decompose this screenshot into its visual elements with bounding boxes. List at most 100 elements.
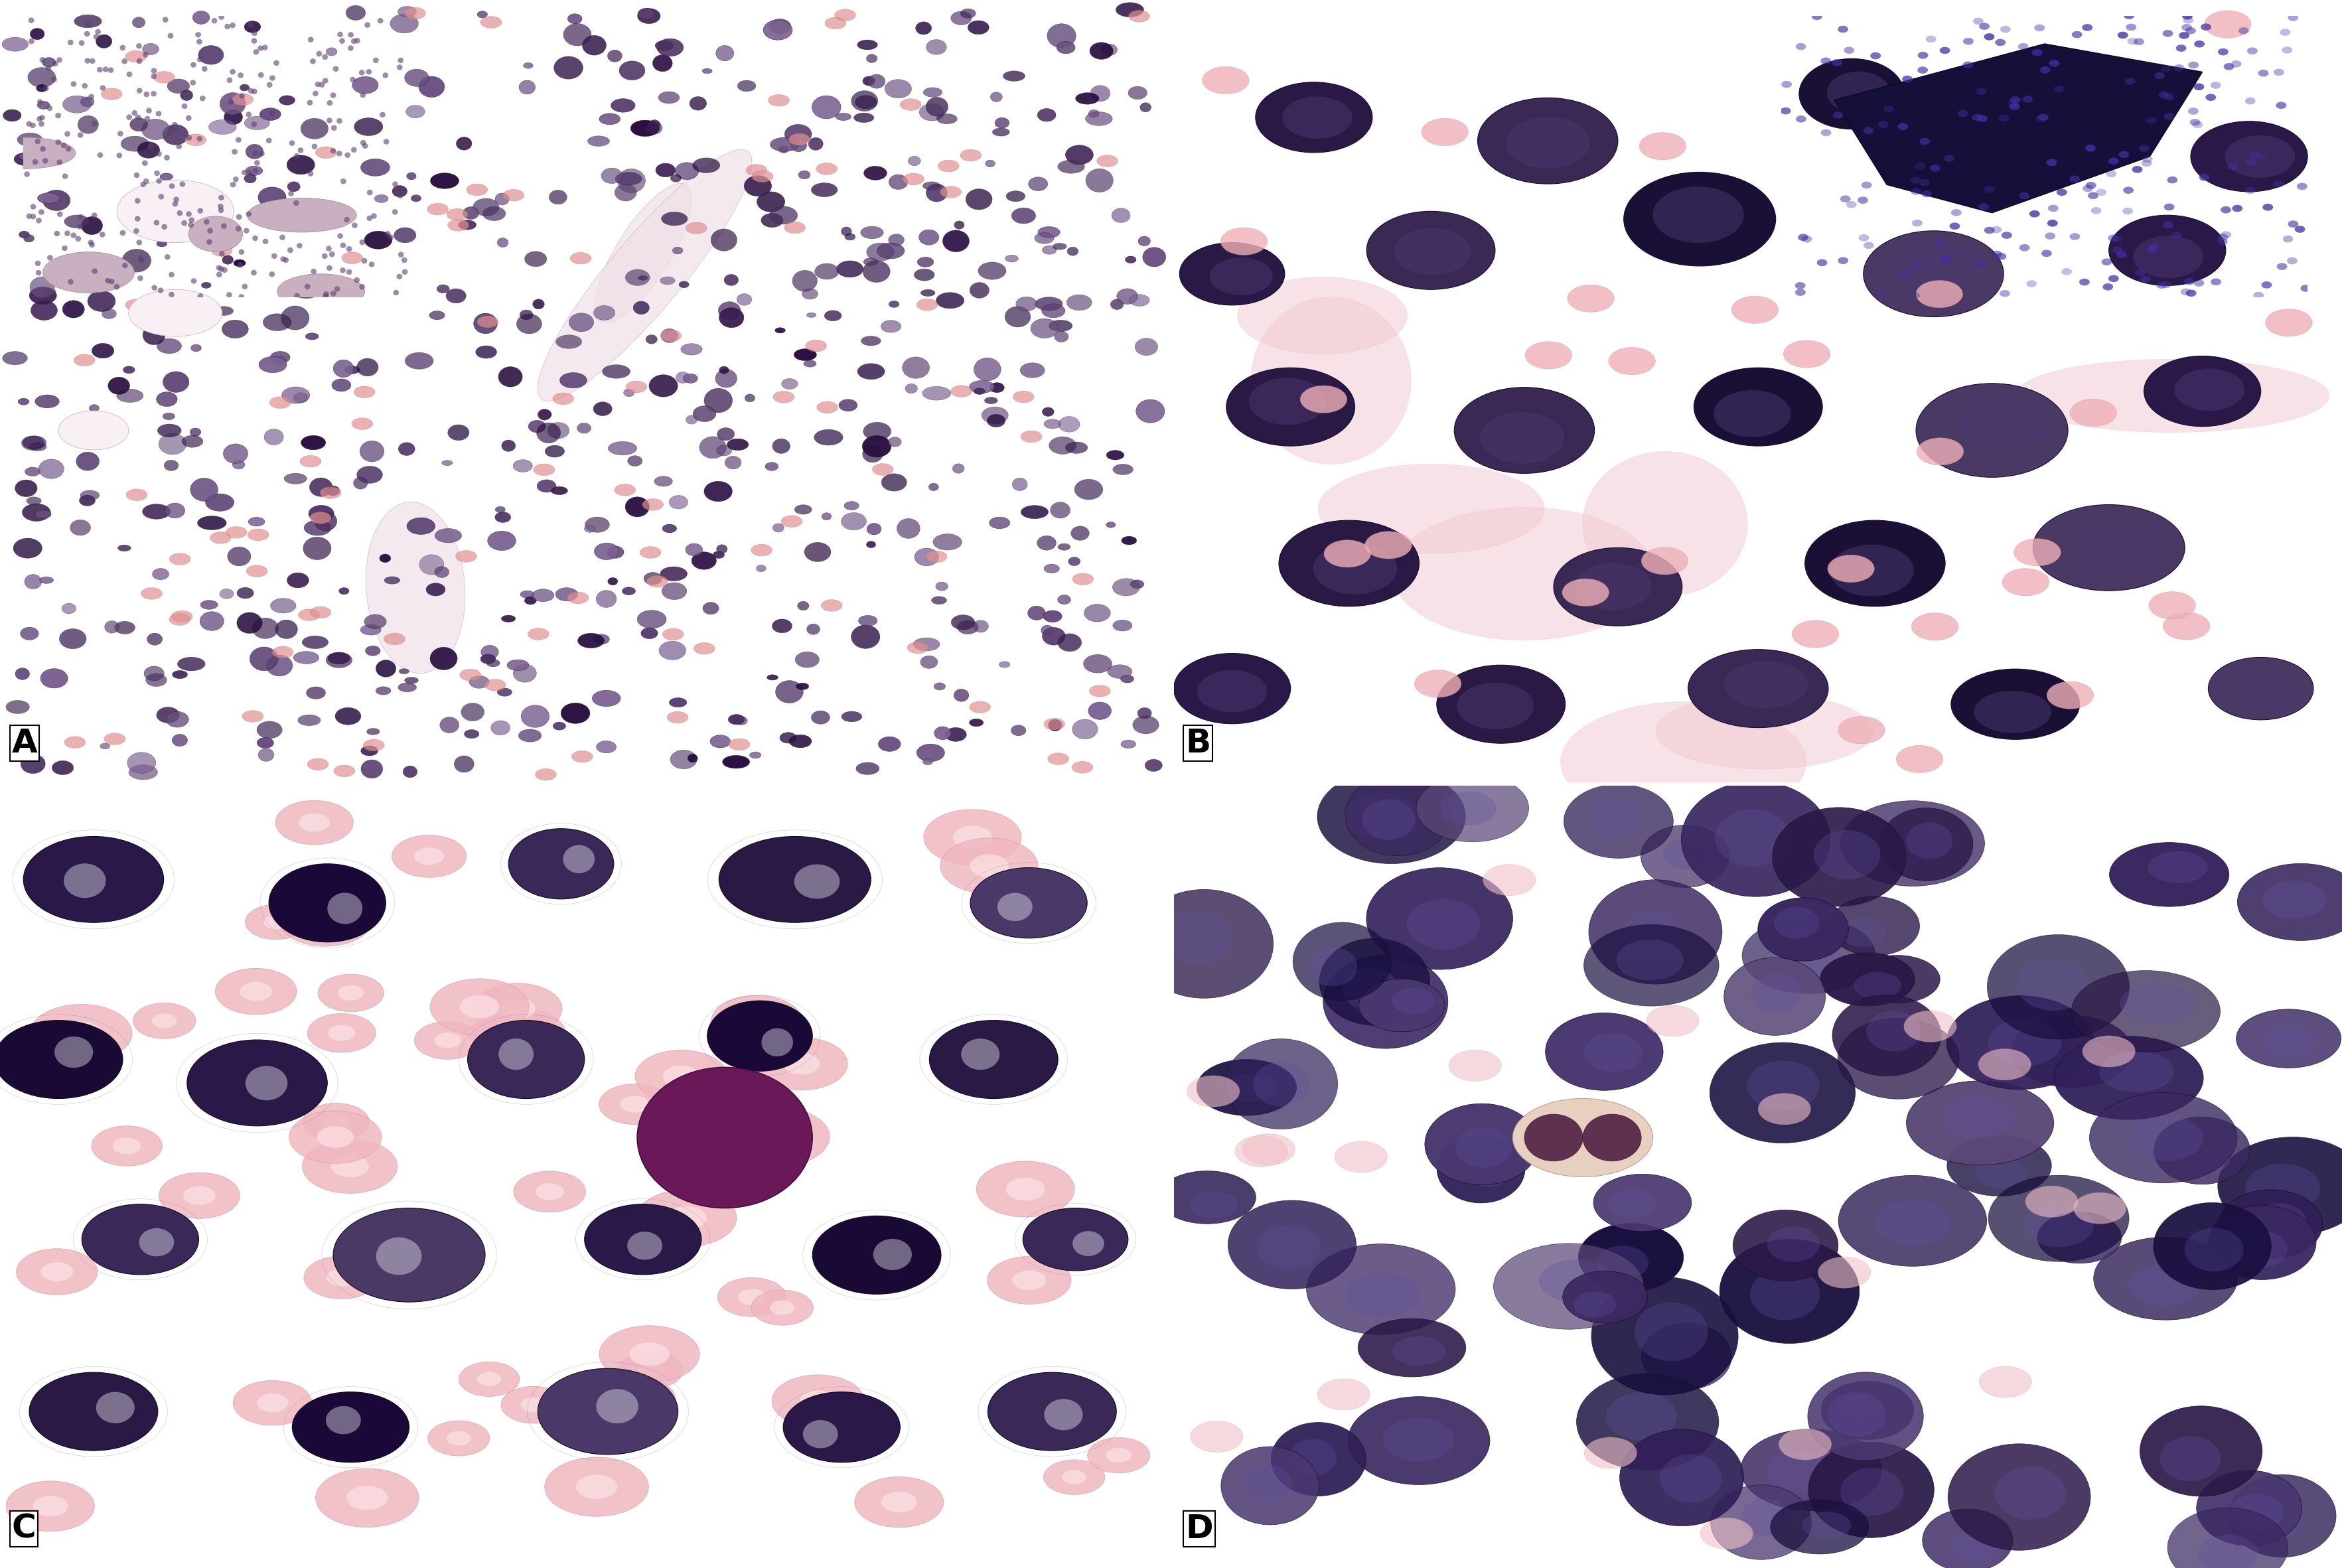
Ellipse shape [480,16,501,28]
Ellipse shape [719,836,871,922]
Ellipse shape [258,748,274,762]
Ellipse shape [1747,1060,1820,1110]
Ellipse shape [555,588,578,601]
Ellipse shape [1073,720,1098,739]
Ellipse shape [1906,1080,2054,1165]
Ellipse shape [1056,160,1084,174]
Ellipse shape [1562,1272,1646,1323]
Ellipse shape [157,392,178,406]
Ellipse shape [304,1256,379,1298]
Ellipse shape [1635,1303,1707,1361]
Ellipse shape [1618,1430,1742,1526]
Ellipse shape [867,541,876,547]
Ellipse shape [1084,654,1112,673]
Ellipse shape [2262,1027,2314,1057]
Ellipse shape [1122,536,1136,544]
Ellipse shape [635,1051,728,1102]
Ellipse shape [515,314,541,334]
Ellipse shape [260,108,281,121]
Ellipse shape [1862,230,2002,317]
Ellipse shape [129,765,157,779]
Ellipse shape [560,373,588,389]
Ellipse shape [361,624,382,635]
Ellipse shape [850,626,881,649]
Ellipse shape [970,381,995,394]
Ellipse shape [2173,368,2244,411]
Ellipse shape [710,735,731,748]
Ellipse shape [7,701,30,713]
Ellipse shape [63,864,105,898]
Ellipse shape [82,1204,199,1275]
Ellipse shape [2094,1237,2237,1320]
Ellipse shape [2237,1010,2340,1068]
Ellipse shape [1583,1438,1637,1469]
Ellipse shape [1059,544,1070,550]
Ellipse shape [1593,1174,1691,1231]
Ellipse shape [569,252,590,263]
Ellipse shape [646,575,667,588]
Ellipse shape [40,1262,73,1281]
Ellipse shape [361,158,389,176]
Ellipse shape [752,1290,813,1325]
Ellipse shape [307,759,328,770]
Ellipse shape [1457,682,1534,729]
Ellipse shape [2148,591,2194,619]
Ellipse shape [122,136,150,152]
Ellipse shape [2047,682,2094,709]
Ellipse shape [773,619,792,633]
Text: A: A [12,728,37,759]
Ellipse shape [2098,1051,2173,1093]
Ellipse shape [91,343,115,358]
Ellipse shape [1365,867,1513,969]
Ellipse shape [77,116,98,133]
Ellipse shape [803,361,815,367]
Ellipse shape [953,688,970,701]
Ellipse shape [916,299,937,310]
Ellipse shape [960,149,981,162]
Ellipse shape [972,621,988,632]
Ellipse shape [286,155,314,174]
Ellipse shape [1028,177,1047,191]
Ellipse shape [775,681,803,702]
Ellipse shape [618,1352,684,1389]
Ellipse shape [780,732,796,743]
Ellipse shape [363,615,386,629]
Ellipse shape [393,227,417,243]
Ellipse shape [653,55,672,72]
Ellipse shape [497,688,513,696]
Ellipse shape [1494,1243,1644,1330]
Ellipse shape [1307,947,1356,986]
Ellipse shape [126,489,148,500]
Ellipse shape [1075,480,1103,500]
Ellipse shape [904,384,918,394]
Ellipse shape [52,760,73,775]
Ellipse shape [459,996,499,1018]
Ellipse shape [1609,1189,1656,1217]
Ellipse shape [2134,235,2204,278]
Ellipse shape [1525,342,1571,368]
Ellipse shape [1836,1018,1958,1099]
Ellipse shape [269,351,290,364]
Ellipse shape [602,168,623,183]
Ellipse shape [1878,808,1972,881]
Ellipse shape [1227,1201,1356,1289]
Ellipse shape [1288,1439,1337,1475]
Ellipse shape [91,1126,162,1167]
Ellipse shape [433,1033,461,1047]
Ellipse shape [1621,909,1686,961]
Ellipse shape [789,133,810,146]
Ellipse shape [888,174,906,190]
Ellipse shape [717,445,731,456]
Ellipse shape [1112,579,1141,596]
Ellipse shape [1344,1273,1419,1317]
Ellipse shape [1119,740,1136,748]
Ellipse shape [225,110,244,124]
Ellipse shape [660,329,682,342]
Ellipse shape [756,191,785,212]
Ellipse shape [1660,1455,1721,1502]
Ellipse shape [211,245,232,256]
Ellipse shape [1778,1428,1831,1460]
Ellipse shape [2023,1204,2094,1247]
Ellipse shape [1087,1438,1150,1472]
Ellipse shape [529,420,546,433]
